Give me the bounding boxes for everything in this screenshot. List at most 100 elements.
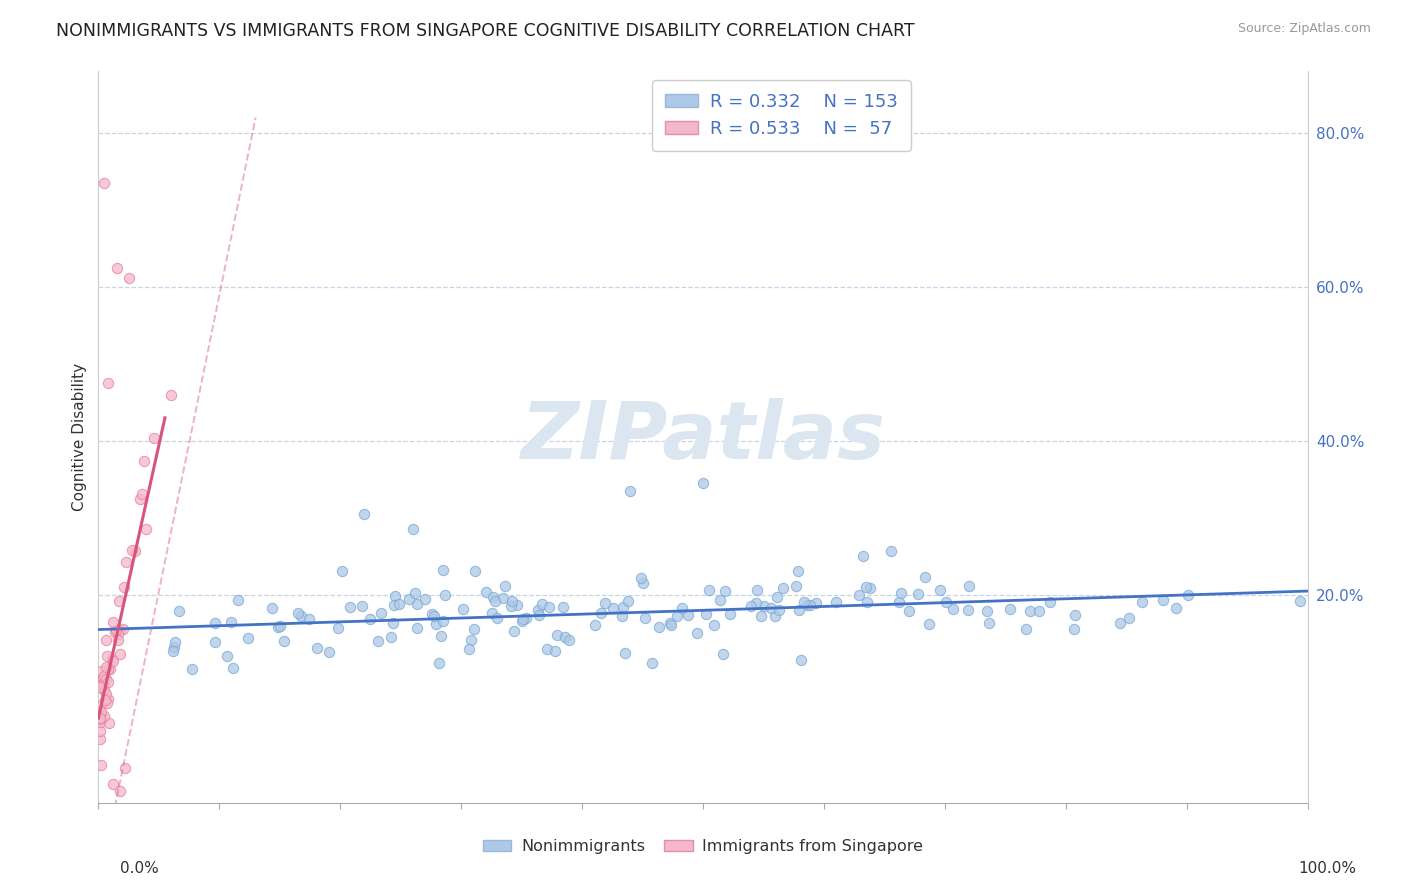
Point xyxy=(430,629,453,643)
Point xyxy=(617,593,640,607)
Point xyxy=(222,661,245,675)
Point xyxy=(602,600,624,615)
Point xyxy=(464,564,486,578)
Point xyxy=(103,625,125,640)
Point xyxy=(460,632,482,647)
Point xyxy=(98,662,121,676)
Point xyxy=(405,621,427,635)
Point xyxy=(848,588,870,602)
Point xyxy=(105,260,128,275)
Point xyxy=(432,614,454,628)
Point xyxy=(747,582,769,597)
Point xyxy=(93,669,115,683)
Point xyxy=(422,607,444,621)
Point xyxy=(1028,604,1050,618)
Point xyxy=(353,507,375,521)
Point xyxy=(859,581,882,595)
Point xyxy=(492,591,515,605)
Point xyxy=(1108,615,1130,630)
Point xyxy=(97,662,120,676)
Point xyxy=(217,648,239,663)
Point xyxy=(131,486,153,500)
Point xyxy=(1118,611,1140,625)
Point xyxy=(1288,594,1310,608)
Point xyxy=(90,758,112,772)
Point xyxy=(101,615,124,629)
Point xyxy=(855,580,877,594)
Point xyxy=(404,586,426,600)
Point xyxy=(457,642,479,657)
Point xyxy=(163,635,186,649)
Point xyxy=(89,712,111,726)
Point xyxy=(93,677,115,691)
Text: Source: ZipAtlas.com: Source: ZipAtlas.com xyxy=(1237,22,1371,36)
Point xyxy=(367,634,389,648)
Point xyxy=(484,593,506,607)
Point xyxy=(287,607,309,621)
Point xyxy=(90,698,112,712)
Point xyxy=(583,618,606,632)
Point xyxy=(1039,595,1062,609)
Point xyxy=(339,599,361,614)
Point xyxy=(929,582,952,597)
Point xyxy=(889,595,911,609)
Point xyxy=(619,483,641,498)
Point xyxy=(90,706,112,720)
Point xyxy=(135,522,157,536)
Point xyxy=(1177,588,1199,602)
Point xyxy=(406,597,429,611)
Point xyxy=(1018,603,1040,617)
Point xyxy=(772,582,794,596)
Point xyxy=(433,588,456,602)
Point xyxy=(515,611,537,625)
Point xyxy=(610,609,633,624)
Point xyxy=(96,696,118,710)
Point xyxy=(297,612,319,626)
Point xyxy=(506,598,529,612)
Point xyxy=(415,591,437,606)
Point xyxy=(502,624,524,639)
Point xyxy=(796,599,818,613)
Point xyxy=(96,648,118,663)
Point xyxy=(111,623,134,637)
Point xyxy=(115,555,138,569)
Y-axis label: Cognitive Disability: Cognitive Disability xyxy=(72,363,87,511)
Point xyxy=(697,583,720,598)
Point xyxy=(553,600,575,615)
Point xyxy=(129,492,152,507)
Point xyxy=(1015,622,1038,636)
Point xyxy=(595,596,617,610)
Point xyxy=(93,176,115,190)
Point xyxy=(512,612,534,626)
Point xyxy=(328,621,350,635)
Point xyxy=(749,609,772,624)
Point xyxy=(714,584,737,599)
Point xyxy=(167,604,190,618)
Point xyxy=(89,709,111,723)
Point xyxy=(501,594,523,608)
Point xyxy=(976,604,998,618)
Point xyxy=(752,599,775,614)
Point xyxy=(402,523,425,537)
Legend: Nonimmigrants, Immigrants from Singapore: Nonimmigrants, Immigrants from Singapore xyxy=(477,833,929,861)
Point xyxy=(793,594,815,608)
Point xyxy=(388,597,411,611)
Point xyxy=(121,543,143,558)
Point xyxy=(101,776,124,790)
Point xyxy=(825,595,848,609)
Point xyxy=(384,589,406,603)
Point xyxy=(97,376,120,391)
Point xyxy=(935,595,957,609)
Point xyxy=(112,580,135,594)
Point xyxy=(537,599,560,614)
Point xyxy=(330,564,353,578)
Point xyxy=(108,647,131,661)
Point xyxy=(1063,623,1085,637)
Point xyxy=(942,602,965,616)
Point xyxy=(613,646,636,660)
Point xyxy=(267,620,290,634)
Point xyxy=(494,579,516,593)
Point xyxy=(482,590,505,604)
Point xyxy=(96,675,118,690)
Point xyxy=(290,609,312,624)
